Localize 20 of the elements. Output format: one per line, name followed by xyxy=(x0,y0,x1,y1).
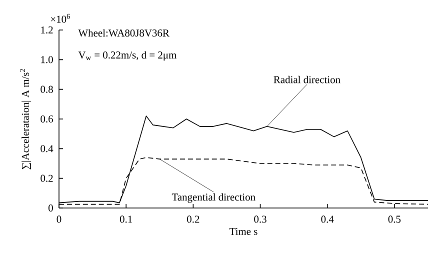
text: Tangential direction xyxy=(172,193,256,203)
y-tick-label: 0.6 xyxy=(40,115,54,123)
annotation: V$_{w}$ = 0.22m/s, d = 2μm xyxy=(78,51,176,61)
x-axis-title: Time s xyxy=(229,228,258,235)
x-tick-label: 0.5 xyxy=(388,216,401,223)
y-tick-label: 1.0 xyxy=(41,56,53,64)
y-tick-label: 0.8 xyxy=(40,86,53,93)
x-tick-label: 0.2 xyxy=(187,216,200,223)
x-tick-label: 0.3 xyxy=(254,216,266,223)
annotation: Wheel:WA80J8V36R xyxy=(78,29,170,37)
text: Radial direction xyxy=(274,76,340,84)
text: ×10$^{6}$ xyxy=(51,14,70,23)
y-tick-label: 0.4 xyxy=(40,145,54,152)
y-axis-title: ∑|Accelerataion| A m/s$^{2}$ xyxy=(20,69,32,170)
x-tick-label: 0.4 xyxy=(321,216,334,223)
x-tick-label: 0 xyxy=(56,216,62,223)
x-tick-label: 0.1 xyxy=(120,216,132,223)
y-tick-label: 1.2 xyxy=(41,26,53,34)
y-tick-label: 0 xyxy=(48,204,53,212)
y-tick-label: 0.2 xyxy=(40,174,53,182)
